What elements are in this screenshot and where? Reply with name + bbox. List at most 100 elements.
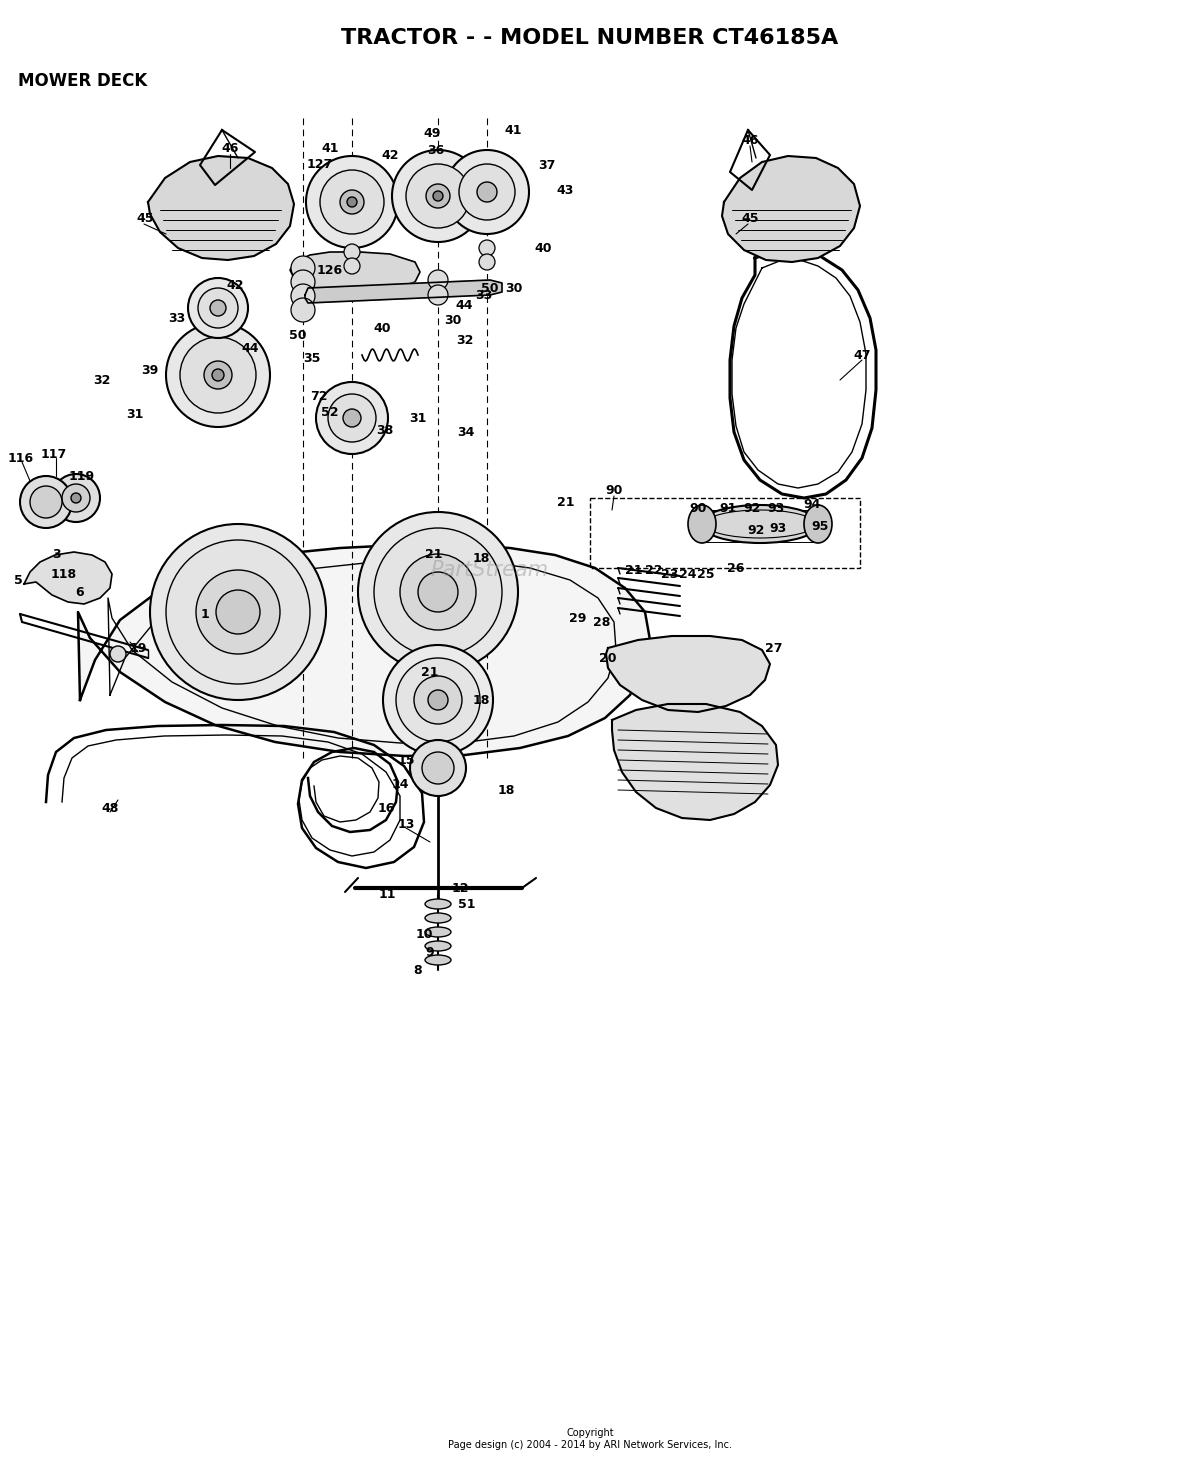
- Text: Page design (c) 2004 - 2014 by ARI Network Services, Inc.: Page design (c) 2004 - 2014 by ARI Netwo…: [448, 1441, 732, 1449]
- Text: 46: 46: [222, 141, 238, 154]
- Text: 22: 22: [645, 563, 663, 577]
- Text: PartStream: PartStream: [431, 560, 549, 579]
- Circle shape: [409, 739, 466, 797]
- Circle shape: [340, 191, 363, 214]
- Text: 26: 26: [727, 562, 745, 575]
- Circle shape: [110, 645, 126, 662]
- Circle shape: [30, 486, 63, 518]
- Text: 23: 23: [661, 568, 678, 581]
- Circle shape: [358, 512, 518, 672]
- Text: 44: 44: [241, 342, 258, 355]
- Text: 72: 72: [310, 390, 328, 402]
- Text: 46: 46: [741, 133, 759, 147]
- Circle shape: [63, 484, 90, 512]
- Text: 1: 1: [201, 607, 209, 621]
- Text: 32: 32: [93, 374, 111, 386]
- Text: 30: 30: [445, 314, 461, 327]
- Text: 40: 40: [535, 242, 552, 254]
- Text: 91: 91: [720, 502, 736, 515]
- Circle shape: [428, 285, 448, 305]
- Text: 6: 6: [76, 585, 84, 599]
- Circle shape: [392, 150, 484, 242]
- Polygon shape: [304, 280, 502, 304]
- Text: TRACTOR - - MODEL NUMBER CT46185A: TRACTOR - - MODEL NUMBER CT46185A: [341, 28, 839, 48]
- Text: 95: 95: [812, 519, 828, 533]
- Text: 42: 42: [381, 148, 399, 161]
- Text: 94: 94: [804, 497, 820, 511]
- Circle shape: [406, 164, 470, 227]
- Circle shape: [418, 572, 458, 612]
- Circle shape: [433, 191, 442, 201]
- Circle shape: [343, 409, 361, 427]
- Circle shape: [212, 370, 224, 381]
- Text: 41: 41: [321, 141, 339, 154]
- Circle shape: [320, 170, 384, 235]
- Circle shape: [428, 689, 448, 710]
- Bar: [590, 497, 860, 568]
- Text: 93: 93: [769, 521, 787, 534]
- Polygon shape: [24, 552, 112, 604]
- Circle shape: [166, 323, 270, 427]
- Text: 9: 9: [426, 946, 434, 958]
- Circle shape: [374, 528, 502, 656]
- Text: 45: 45: [741, 211, 759, 224]
- Circle shape: [445, 150, 529, 235]
- Text: 41: 41: [504, 123, 522, 136]
- Text: 45: 45: [136, 211, 153, 224]
- Circle shape: [150, 524, 326, 700]
- Ellipse shape: [425, 912, 451, 923]
- Text: 3: 3: [52, 547, 60, 560]
- Text: 10: 10: [415, 927, 433, 940]
- Circle shape: [216, 590, 260, 634]
- Text: 28: 28: [594, 616, 611, 628]
- Text: 93: 93: [767, 502, 785, 515]
- Text: 13: 13: [398, 817, 414, 830]
- Ellipse shape: [425, 899, 451, 910]
- Text: 8: 8: [414, 964, 422, 977]
- Text: 14: 14: [392, 778, 408, 791]
- Text: 117: 117: [41, 447, 67, 461]
- Text: MOWER DECK: MOWER DECK: [18, 72, 148, 89]
- Text: 119: 119: [68, 469, 96, 483]
- Text: 42: 42: [227, 279, 244, 292]
- Text: 92: 92: [747, 524, 765, 537]
- Circle shape: [422, 753, 454, 783]
- Text: 50: 50: [481, 282, 499, 295]
- Circle shape: [479, 241, 494, 257]
- Circle shape: [414, 676, 463, 725]
- Text: 34: 34: [458, 425, 474, 439]
- Text: 31: 31: [126, 408, 144, 421]
- Text: 51: 51: [458, 898, 476, 911]
- Text: 30: 30: [505, 282, 523, 295]
- Text: 126: 126: [317, 264, 343, 276]
- Circle shape: [426, 183, 450, 208]
- Text: 18: 18: [497, 783, 514, 797]
- Text: 38: 38: [376, 424, 394, 437]
- Text: 21: 21: [421, 666, 439, 679]
- Circle shape: [291, 270, 315, 293]
- Text: 32: 32: [457, 333, 473, 346]
- Circle shape: [71, 493, 81, 503]
- Polygon shape: [290, 252, 420, 293]
- Circle shape: [328, 395, 376, 442]
- Text: 47: 47: [853, 349, 871, 361]
- Text: 21: 21: [425, 547, 442, 560]
- Text: 90: 90: [605, 484, 623, 496]
- Ellipse shape: [804, 505, 832, 543]
- Ellipse shape: [425, 940, 451, 951]
- Text: 90: 90: [689, 502, 707, 515]
- Text: 33: 33: [476, 289, 492, 302]
- Text: 27: 27: [766, 641, 782, 654]
- Circle shape: [459, 164, 514, 220]
- Text: 19: 19: [130, 641, 146, 654]
- Text: 52: 52: [321, 405, 339, 418]
- Text: 37: 37: [538, 158, 556, 172]
- Circle shape: [210, 299, 227, 315]
- Circle shape: [477, 182, 497, 202]
- Circle shape: [306, 156, 398, 248]
- Ellipse shape: [425, 927, 451, 937]
- Text: 18: 18: [472, 694, 490, 707]
- Text: 11: 11: [379, 888, 395, 901]
- Circle shape: [345, 244, 360, 260]
- Text: 43: 43: [556, 183, 573, 197]
